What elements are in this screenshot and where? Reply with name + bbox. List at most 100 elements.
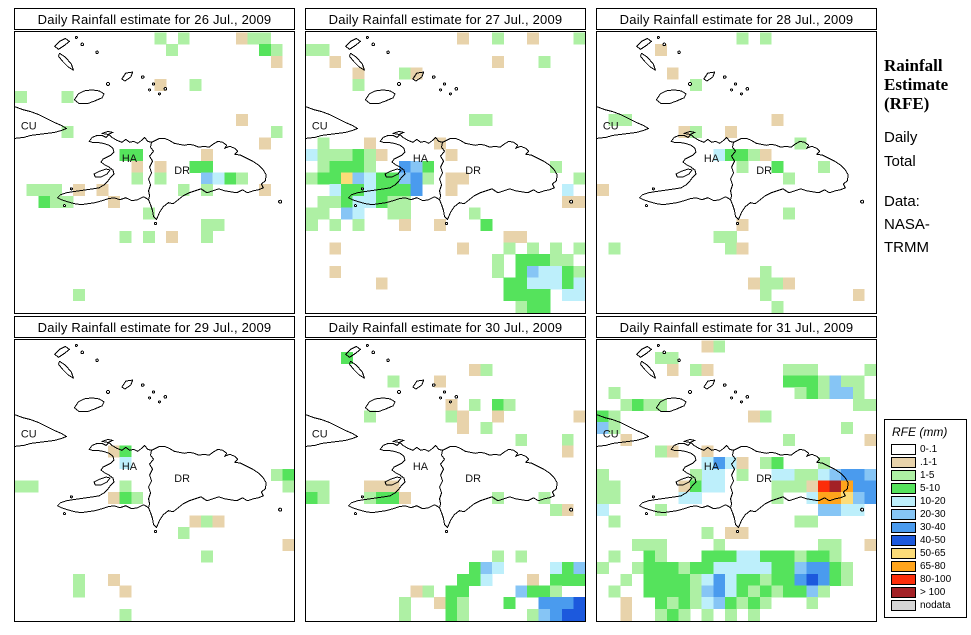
rain-cell xyxy=(573,32,585,45)
rain-cell xyxy=(433,375,446,388)
rain-cell xyxy=(690,573,702,586)
rain-cell xyxy=(759,265,772,278)
rain-cell xyxy=(177,32,190,45)
rain-cell xyxy=(38,184,51,197)
rain-cell xyxy=(49,195,62,208)
rain-cell xyxy=(399,219,411,232)
sidebar-subtitle-line: Total xyxy=(884,153,916,170)
rain-cell xyxy=(550,562,563,575)
rain-cell xyxy=(759,585,772,598)
rain-cell xyxy=(550,608,563,621)
rain-cell xyxy=(643,585,656,598)
rain-cell xyxy=(655,608,668,621)
rain-cell xyxy=(829,503,842,516)
rain-cell xyxy=(26,184,39,197)
rain-cell xyxy=(608,114,621,127)
rain-cell xyxy=(538,492,551,505)
rain-cell xyxy=(340,195,353,208)
rain-cell xyxy=(783,573,795,586)
rain-cell xyxy=(352,79,365,92)
rain-cell xyxy=(526,277,539,290)
rain-cell xyxy=(608,422,621,435)
rain-cell xyxy=(201,219,213,232)
rain-cell xyxy=(515,550,528,563)
rain-cell xyxy=(131,492,144,505)
rain-cell xyxy=(212,515,225,528)
map-panel-title: Daily Rainfall estimate for 28 Jul., 200… xyxy=(596,8,877,30)
map-panel-title: Daily Rainfall estimate for 30 Jul., 200… xyxy=(305,316,586,338)
rain-cell xyxy=(480,363,493,376)
rain-cell xyxy=(713,468,726,481)
legend-label: 50-65 xyxy=(920,548,946,559)
map-panel-title: Daily Rainfall estimate for 31 Jul., 200… xyxy=(596,316,877,338)
rain-cell xyxy=(329,219,342,232)
rain-cell xyxy=(701,457,714,470)
rain-cell xyxy=(794,573,807,586)
rain-cell xyxy=(457,573,470,586)
rain-cell xyxy=(713,562,726,575)
rain-cell xyxy=(340,149,353,162)
rain-cell xyxy=(783,172,795,185)
country-label-cu: CU xyxy=(312,428,328,440)
country-label-cu: CU xyxy=(312,120,328,132)
rain-cell xyxy=(620,597,633,610)
legend-label: 40-50 xyxy=(920,535,946,546)
rain-cell xyxy=(864,480,876,493)
rain-cell xyxy=(713,597,726,610)
legend-entry: nodata xyxy=(891,599,963,612)
rain-cell xyxy=(724,457,737,470)
rain-cell xyxy=(457,172,470,185)
rain-cell xyxy=(352,149,365,162)
rain-cell xyxy=(259,32,272,45)
rain-cell xyxy=(678,480,691,493)
rainfall-map: CU HA DR xyxy=(305,31,586,314)
rain-cell xyxy=(841,503,854,516)
rain-cell xyxy=(49,184,62,197)
rain-cell xyxy=(399,207,411,220)
rain-cell xyxy=(387,207,400,220)
rain-cell xyxy=(492,410,504,423)
rain-cell xyxy=(515,230,528,243)
rain-cell xyxy=(189,160,202,173)
rain-cell xyxy=(457,32,470,45)
rain-cell xyxy=(433,597,446,610)
rain-cell xyxy=(759,149,772,162)
rain-cell xyxy=(526,242,539,255)
rainfall-map-grid: Daily Rainfall estimate for 26 Jul., 200… xyxy=(14,8,877,622)
rain-cell xyxy=(608,515,621,528)
rain-cell xyxy=(317,44,330,57)
rain-cell xyxy=(701,608,714,621)
map-panel-6: Daily Rainfall estimate for 31 Jul., 200… xyxy=(596,316,877,622)
legend-label: 0-.1 xyxy=(920,444,938,455)
rain-cell xyxy=(841,492,854,505)
rain-cell xyxy=(317,172,330,185)
rain-cell xyxy=(783,468,795,481)
rain-cell xyxy=(783,277,795,290)
rain-cell xyxy=(759,277,772,290)
rain-cell xyxy=(690,363,702,376)
rain-cell xyxy=(492,550,504,563)
rain-cell xyxy=(38,195,51,208)
rain-cell xyxy=(701,562,714,575)
rain-cell xyxy=(794,562,807,575)
rain-cell xyxy=(492,32,504,45)
rain-cell xyxy=(445,398,458,411)
rain-cell xyxy=(829,387,842,400)
rain-cell xyxy=(550,242,563,255)
rain-cell xyxy=(783,433,795,446)
rain-cell xyxy=(817,387,830,400)
rain-cell xyxy=(561,254,574,267)
rain-cell xyxy=(259,137,272,150)
rain-cell xyxy=(841,573,854,586)
rain-cell xyxy=(852,492,865,505)
sidebar-title-line: Estimate xyxy=(884,75,949,94)
legend-entry: 1-5 xyxy=(891,469,963,482)
rain-cell xyxy=(142,207,155,220)
country-label-cu: CU xyxy=(603,120,619,132)
rain-cell xyxy=(73,184,86,197)
rainfall-map: CU HA DR xyxy=(596,31,877,314)
sidebar-source-line: Data: xyxy=(884,193,920,210)
legend-swatch xyxy=(891,574,916,585)
rain-cell xyxy=(713,585,726,598)
rain-cell xyxy=(131,149,144,162)
